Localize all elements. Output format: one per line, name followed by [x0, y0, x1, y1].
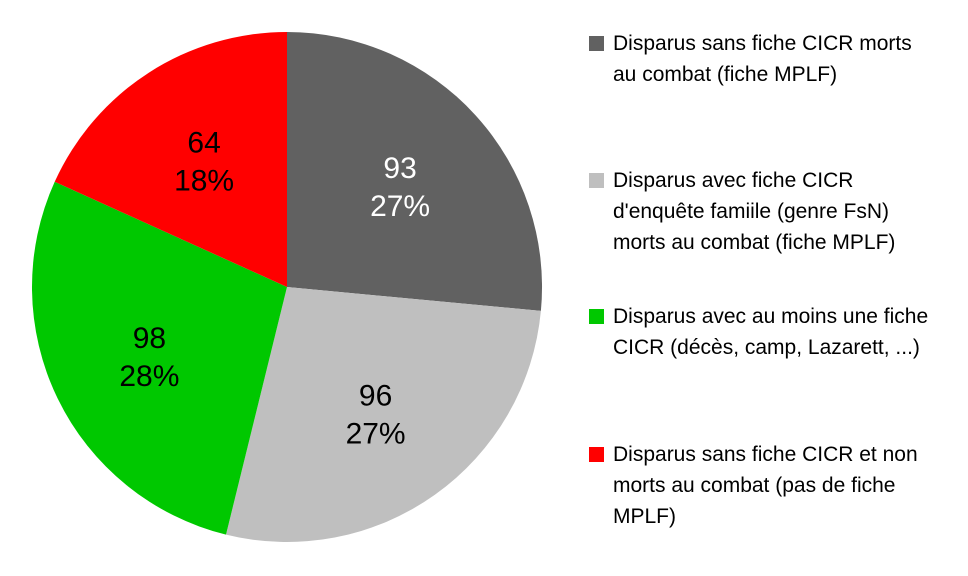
legend-swatch-icon	[589, 36, 604, 51]
pie-chart: 93 27% 96 27% 98 28% 64 18%	[31, 31, 543, 543]
legend-item-label: Disparus sans fiche CICR morts au combat…	[613, 32, 912, 86]
slice-pct-label: 18%	[174, 164, 234, 197]
slice-pct-label: 27%	[370, 190, 430, 223]
legend-item[interactable]: Disparus avec au moins une fiche CICR (d…	[589, 301, 928, 363]
legend-swatch-icon	[589, 447, 604, 462]
legend-item-label: Disparus avec au moins une fiche CICR (d…	[613, 305, 929, 359]
legend-item[interactable]: Disparus avec fiche CICR d'enquête famii…	[589, 165, 895, 258]
legend-item-label: Disparus avec fiche CICR d'enquête famii…	[613, 169, 896, 254]
legend-item[interactable]: Disparus sans fiche CICR morts au combat…	[589, 28, 912, 90]
legend-swatch-icon	[589, 173, 604, 188]
legend: Disparus sans fiche CICR morts au combat…	[589, 0, 964, 576]
pie-slice-1[interactable]	[226, 287, 541, 543]
slice-pct-label: 27%	[346, 418, 406, 451]
slice-pct-label: 28%	[119, 360, 179, 393]
slice-value-label: 93	[383, 152, 416, 185]
legend-item-label: Disparus sans fiche CICR et non morts au…	[613, 443, 918, 528]
pie-slice-0[interactable]	[287, 32, 543, 311]
legend-item[interactable]: Disparus sans fiche CICR et non morts au…	[589, 439, 918, 532]
pie-slice-2[interactable]	[31, 181, 288, 535]
slice-value-label: 98	[133, 322, 166, 355]
slice-value-label: 96	[359, 380, 392, 413]
slice-value-label: 64	[187, 126, 220, 159]
pie-slice-3[interactable]	[54, 31, 288, 287]
legend-swatch-icon	[589, 309, 604, 324]
